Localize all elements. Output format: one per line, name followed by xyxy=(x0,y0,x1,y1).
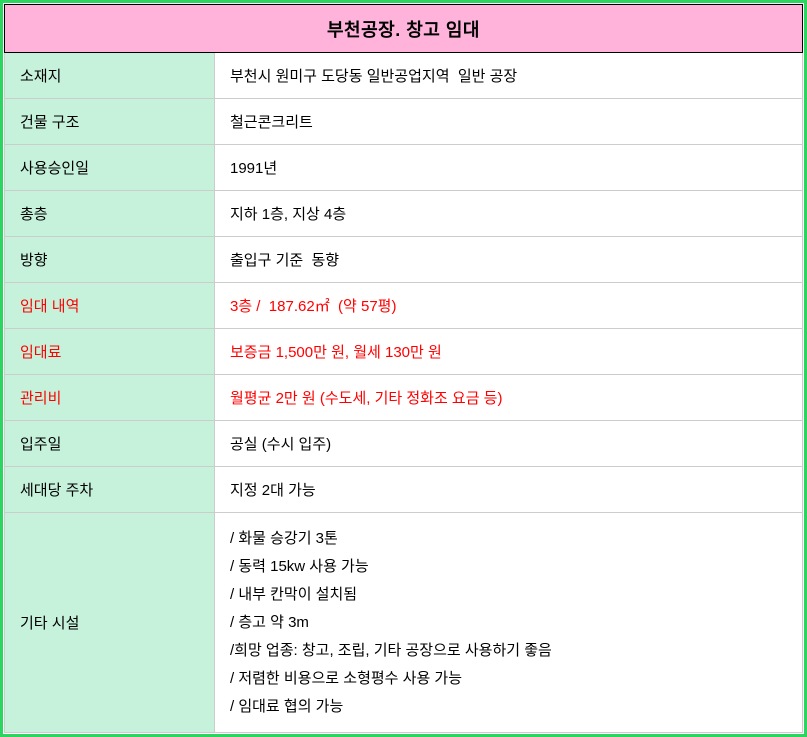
facility-line: / 층고 약 3m xyxy=(230,613,309,631)
row-label: 임대 내역 xyxy=(5,283,215,328)
table-row: 총층 지하 1층, 지상 4층 xyxy=(5,191,802,237)
row-label: 사용승인일 xyxy=(5,145,215,190)
row-label: 건물 구조 xyxy=(5,99,215,144)
row-value: 3층 / 187.62㎡ (약 57평) xyxy=(230,298,397,315)
table-title: 부천공장. 창고 임대 xyxy=(4,4,803,53)
row-label: 소재지 xyxy=(5,53,215,98)
row-label: 방향 xyxy=(5,237,215,282)
facility-line: / 내부 칸막이 설치됨 xyxy=(230,585,358,603)
row-value: 1991년 xyxy=(230,160,278,177)
table-row: 관리비 월평균 2만 원 (수도세, 기타 정화조 요금 등) xyxy=(5,375,802,421)
row-label: 기타 시설 xyxy=(5,513,215,732)
row-value: / 화물 승강기 3톤 / 동력 15kw 사용 가능 / 내부 칸막이 설치됨 / … xyxy=(215,513,802,732)
facility-line: / 저렴한 비용으로 소형평수 사용 가능 xyxy=(230,669,463,687)
row-label: 입주일 xyxy=(5,421,215,466)
table-row: 방향 출입구 기준 동향 xyxy=(5,237,802,283)
table-row: 임대 내역 3층 / 187.62㎡ (약 57평) xyxy=(5,283,802,329)
row-value: 부천시 원미구 도당동 일반공업지역 일반 공장 xyxy=(230,68,518,85)
facility-line: /희망 업종: 창고, 조립, 기타 공장으로 사용하기 좋음 xyxy=(230,641,552,659)
facility-line: / 화물 승강기 3톤 xyxy=(230,529,338,547)
row-label: 총층 xyxy=(5,191,215,236)
row-value: 지정 2대 가능 xyxy=(230,482,316,499)
row-value: 월평균 2만 원 (수도세, 기타 정화조 요금 등) xyxy=(230,390,503,407)
table-row: 소재지 부천시 원미구 도당동 일반공업지역 일반 공장 xyxy=(5,53,802,99)
row-label: 세대당 주차 xyxy=(5,467,215,512)
table-row: 사용승인일 1991년 xyxy=(5,145,802,191)
table-row: 건물 구조 철근콘크리트 xyxy=(5,99,802,145)
row-label: 관리비 xyxy=(5,375,215,420)
table-row: 입주일 공실 (수시 입주) xyxy=(5,421,802,467)
row-value: 보증금 1,500만 원, 월세 130만 원 xyxy=(230,344,442,361)
row-value: 출입구 기준 동향 xyxy=(230,252,340,269)
row-value: 철근콘크리트 xyxy=(230,114,313,131)
row-value: 공실 (수시 입주) xyxy=(230,436,332,453)
row-value: 지하 1층, 지상 4층 xyxy=(230,206,347,223)
table-row: 기타 시설 / 화물 승강기 3톤 / 동력 15kw 사용 가능 / 내부 칸막이… xyxy=(5,513,802,732)
facility-line: / 동력 15kw 사용 가능 xyxy=(230,557,369,575)
row-label: 임대료 xyxy=(5,329,215,374)
table-row: 임대료 보증금 1,500만 원, 월세 130만 원 xyxy=(5,329,802,375)
facility-line: / 임대료 협의 가능 xyxy=(230,697,344,715)
table-body: 소재지 부천시 원미구 도당동 일반공업지역 일반 공장 건물 구조 철근콘크리… xyxy=(4,53,803,733)
table-row: 세대당 주차 지정 2대 가능 xyxy=(5,467,802,513)
